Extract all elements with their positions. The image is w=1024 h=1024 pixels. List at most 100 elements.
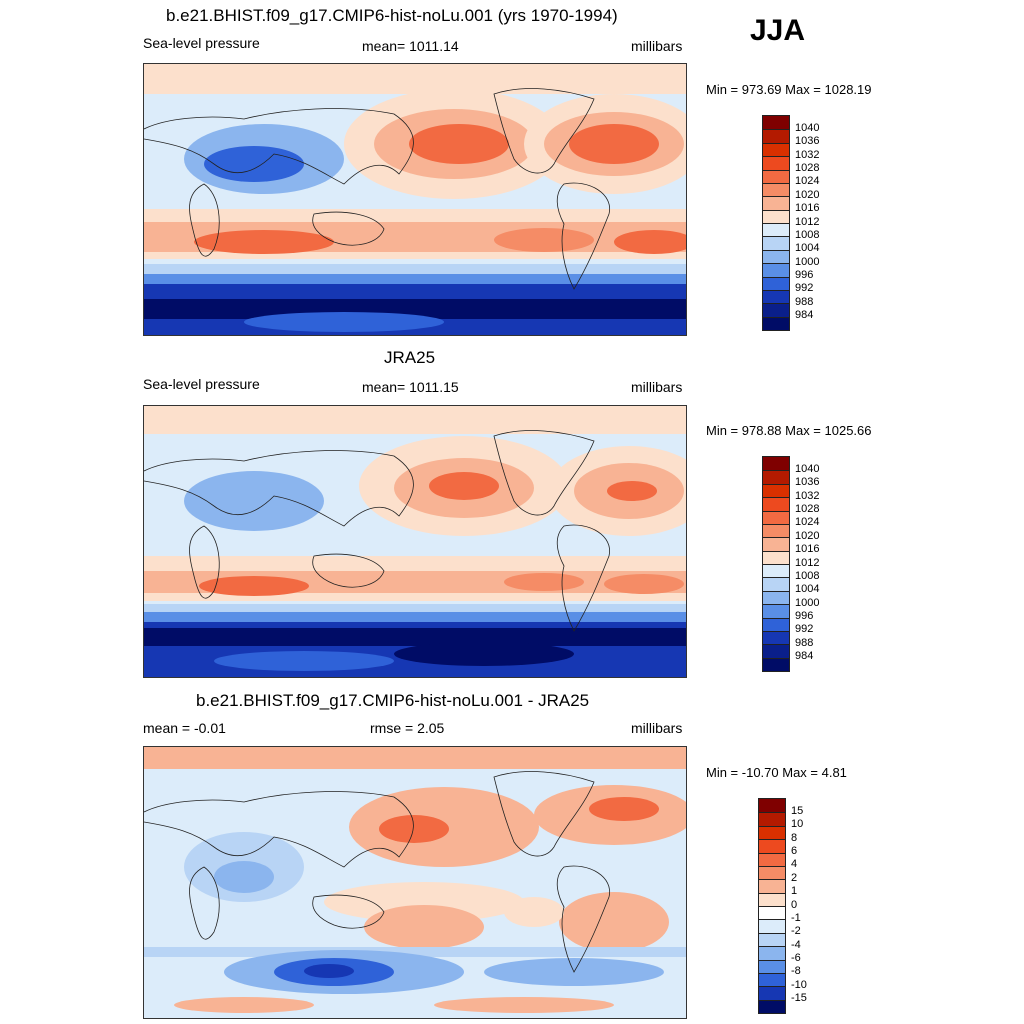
colorbar-swatch [763,289,789,304]
colorbar-swatch [763,604,789,618]
panel-3-minmax: Min = -10.70 Max = 4.81 [706,765,847,780]
panel-2-colorbar: 1040 1036 1032 1028 1024 1020 1016 1012 1008 1004… [762,456,819,672]
colorbar-tick-label: 996 [795,269,814,281]
colorbar-swatch [763,276,789,290]
colorbar-swatch [763,303,789,317]
colorbar-tick-label: 1008 [795,569,820,582]
colorbar-swatch [759,812,785,826]
colorbar-swatch [763,483,789,498]
panel-1-minmax: Min = 973.69 Max = 1028.19 [706,82,872,97]
panel-3-map [143,746,687,1019]
colorbar-tick-label: 4 [791,858,798,871]
colorbar-swatch [763,209,789,223]
colorbar-swatch [763,236,789,250]
colorbar-swatch [763,590,789,605]
colorbar-swatch [763,249,789,264]
colorbar-swatch [763,564,789,578]
colorbar-tick-label: 1004 [795,583,820,596]
colorbar-tick-label: 1024 [795,516,820,529]
colorbar-tick-label: 15 [791,804,804,817]
colorbar-tick-label: -6 [791,952,801,964]
panel-3-center-label: rmse = 2.05 [370,720,445,736]
colorbar-tick-label: 992 [795,623,814,636]
colorbar-tick-label: 996 [795,610,814,622]
season-label: JJA [750,14,806,47]
colorbar-tick-label: 1020 [795,188,820,201]
colorbar-tick-label: 984 [795,650,814,663]
colorbar-tick-label: -8 [791,965,801,978]
colorbar-swatch [763,577,789,591]
panel-3-colorbar: 15 10 8 6 4 2 1 0 -1 -2 -4 -6 -8 -10 -15 [758,798,807,1014]
panel-2-center-label: mean= 1011.15 [362,379,459,395]
colorbar-swatch [763,142,789,157]
colorbar-tick-label: 1036 [795,135,820,148]
colorbar-tick-label: -15 [791,992,807,1005]
colorbar-swatch [763,497,789,511]
panel-1-center-label: mean= 1011.14 [362,38,459,54]
panel-1-right-label: millibars [631,38,683,54]
panel-1-map [143,63,687,336]
panel-2-left-label: Sea-level pressure [143,376,260,392]
colorbar-swatch [759,892,785,906]
colorbar-swatch [759,999,785,1013]
colorbar-swatch [763,116,789,130]
panel-2-title: JRA25 [384,348,436,367]
colorbar-swatch [763,630,789,645]
colorbar-tick-label: -2 [791,925,801,938]
colorbar-tick-label: 1040 [795,121,820,134]
panel-1-colorbar: 1040 1036 1032 1028 1024 1020 1016 1012 1008 1004… [762,115,819,331]
colorbar-swatch [759,946,785,960]
colorbar-swatch [763,156,789,170]
colorbar-tick-label: 1000 [795,596,820,609]
colorbar-swatch [763,457,789,471]
colorbar-tick-label: 1012 [795,215,820,228]
panel-1-left-label: Sea-level pressure [143,35,260,51]
colorbar-tick-label: 1012 [795,556,820,569]
colorbar-swatch [759,825,785,840]
colorbar-tick-label: -10 [791,978,807,991]
colorbar-tick-label: 1008 [795,228,820,241]
colorbar-tick-label: 1024 [795,175,820,188]
colorbar-tick-label: 1032 [795,489,820,502]
panel-2-minmax: Min = 978.88 Max = 1025.66 [706,423,872,438]
colorbar-swatch [763,470,789,484]
colorbar-swatch [763,182,789,197]
colorbar-swatch [759,972,785,987]
colorbar-tick-label: -4 [791,938,801,951]
colorbar-tick-label: 1 [791,885,798,898]
colorbar-swatch [759,932,785,947]
colorbar-tick-label: 1000 [795,255,820,268]
colorbar-swatch [759,879,785,893]
panel-2-map [143,405,687,678]
colorbar-swatch [763,196,789,210]
colorbar-swatch [763,617,789,631]
colorbar-swatch [763,129,789,143]
colorbar-tick-label: 6 [791,845,798,857]
panel-3-left-label: mean = -0.01 [143,720,226,736]
colorbar-swatch [759,852,785,866]
colorbar-swatch [759,959,785,973]
colorbar-swatch [763,537,789,551]
colorbar-swatch [763,644,789,658]
colorbar-swatch [763,169,789,183]
colorbar-tick-label: 1028 [795,162,820,174]
colorbar-tick-label: 1020 [795,529,820,542]
colorbar-swatch [763,316,789,330]
colorbar-tick-label: 984 [795,309,814,322]
colorbar-swatch [763,223,789,237]
colorbar-tick-label: 988 [795,295,814,308]
panel-1-title: b.e21.BHIST.f09_g17.CMIP6-hist-noLu.001 … [166,6,618,25]
colorbar-swatch [759,919,785,933]
colorbar-swatch [759,839,785,853]
colorbar-tick-label: -1 [791,911,801,924]
colorbar-swatch [759,865,785,880]
panel-3-title: b.e21.BHIST.f09_g17.CMIP6-hist-noLu.001 … [196,691,590,710]
colorbar-tick-label: 1028 [795,503,820,515]
colorbar-tick-label: 1016 [795,202,820,215]
panel-2-right-label: millibars [631,379,683,395]
colorbar-tick-label: 1032 [795,148,820,161]
colorbar-swatch [763,550,789,564]
colorbar-tick-label: 1016 [795,543,820,556]
colorbar-tick-label: 10 [791,818,804,831]
colorbar-swatch [763,263,789,277]
